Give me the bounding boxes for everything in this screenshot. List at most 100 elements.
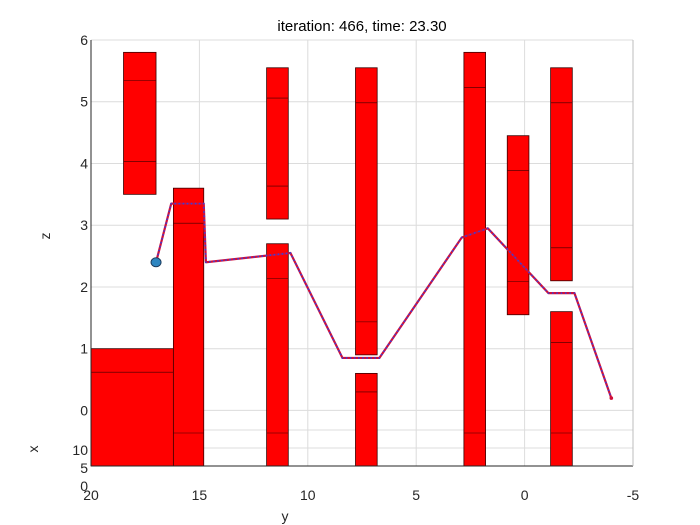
trajectory-marker (327, 328, 330, 330)
trajectory-marker (309, 291, 312, 294)
trajectory-marker (341, 357, 344, 359)
trajectory-marker (580, 311, 583, 314)
trajectory-marker (209, 260, 211, 263)
trajectory-marker (158, 249, 160, 252)
trajectory-marker (544, 289, 547, 292)
trajectory-marker (579, 307, 581, 310)
x-depth-tick-label-0: 10 (72, 442, 88, 458)
trajectory-marker (589, 338, 592, 341)
trajectory-marker (163, 230, 166, 232)
trajectory-marker (305, 284, 308, 287)
trajectory-marker (517, 259, 519, 262)
trajectory-marker (530, 274, 533, 277)
trajectory-marker (396, 330, 399, 333)
x-depth-tick-label-2: 0 (80, 478, 88, 494)
trajectory-marker (473, 232, 476, 234)
trajectory-marker (401, 323, 404, 326)
trajectory-marker (581, 315, 584, 318)
trajectory-marker (339, 353, 342, 356)
trajectory-marker (469, 233, 472, 236)
trajectory-marker (583, 319, 585, 322)
trajectory-marker (257, 255, 260, 258)
trajectory-marker (609, 393, 611, 396)
axes (90, 40, 634, 467)
trajectory-marker (403, 320, 406, 323)
trajectory-marker (204, 236, 206, 239)
trajectory-marker (213, 260, 215, 263)
trajectory-marker (203, 215, 206, 218)
trajectory-marker (323, 320, 326, 323)
trajectory-marker (385, 347, 388, 349)
trajectory-marker (374, 357, 377, 359)
trajectory-marker (289, 252, 292, 254)
trajectory-marker (241, 257, 244, 260)
trajectory-marker (166, 218, 169, 221)
trajectory-marker (202, 202, 205, 205)
trajectory-marker (569, 292, 572, 295)
trajectory-marker (536, 280, 539, 283)
trajectory-marker (421, 293, 424, 296)
z-tick-label-4: 4 (80, 155, 88, 171)
trajectory-marker (440, 266, 443, 269)
trajectory-marker (203, 227, 206, 230)
trajectory-marker (269, 254, 272, 257)
obstacle-5 (266, 243, 289, 467)
obstacle-4 (266, 67, 289, 220)
y-tick-label-4: 0 (521, 487, 529, 503)
trajectory-marker (482, 228, 485, 231)
trajectory-marker (337, 349, 340, 352)
trajectory-marker (577, 303, 580, 306)
trajectory-marker (389, 340, 392, 343)
trajectory-marker (203, 232, 206, 234)
trajectory-marker (321, 317, 324, 320)
y-tick-label-0: 20 (83, 487, 99, 503)
z-tick-label-3: 3 (80, 217, 88, 233)
trajectory-marker (602, 373, 605, 376)
trajectory-marker (449, 253, 452, 256)
trajectory-marker (312, 299, 315, 301)
trajectory-marker (225, 259, 227, 261)
trajectory-marker (606, 385, 609, 388)
trajectory-marker (203, 211, 205, 213)
trajectory-marker (573, 292, 576, 295)
obstacle-11 (550, 311, 573, 467)
z-tick-label-1: 1 (80, 341, 88, 357)
trajectory-marker (412, 306, 415, 309)
trajectory-marker (161, 237, 164, 240)
trajectory-marker (303, 281, 306, 283)
trajectory-marker (542, 286, 544, 289)
y-axis-label: y (282, 508, 289, 524)
trajectory-marker (336, 346, 339, 348)
trajectory-marker (486, 227, 489, 230)
trajectory-marker (431, 280, 433, 282)
obstacle-3 (172, 187, 205, 467)
trajectory-marker (587, 331, 590, 333)
trajectory-marker (556, 292, 559, 295)
trajectory-marker (533, 277, 536, 280)
obstacle-face-7 (355, 372, 378, 467)
trajectory-marker (273, 253, 276, 256)
trajectory-marker (607, 389, 610, 392)
trajectory-marker (291, 255, 294, 258)
trajectory-marker (159, 245, 161, 248)
trajectory-marker (203, 223, 206, 226)
trajectory-marker (576, 300, 579, 302)
y-tick-label-1: 15 (192, 487, 208, 503)
trajectory-marker (334, 342, 337, 345)
trajectory-marker (433, 276, 436, 279)
trajectory-marker (511, 253, 514, 256)
trajectory-marker (588, 334, 591, 337)
trajectory-end-point (609, 396, 614, 400)
trajectory-marker (221, 259, 223, 262)
trajectory-marker (603, 377, 606, 380)
trajectory-marker (160, 241, 162, 244)
chart-title: iteration: 466, time: 23.30 (277, 18, 446, 35)
trajectory-marker (380, 353, 383, 356)
trajectory-marker (366, 357, 368, 359)
z-axis-label: z (37, 233, 53, 240)
trajectory-marker (585, 327, 588, 330)
trajectory-marker (437, 270, 440, 272)
trajectory-marker (478, 230, 480, 233)
obstacle-face-11 (550, 311, 573, 467)
trajectory-marker (285, 252, 288, 255)
